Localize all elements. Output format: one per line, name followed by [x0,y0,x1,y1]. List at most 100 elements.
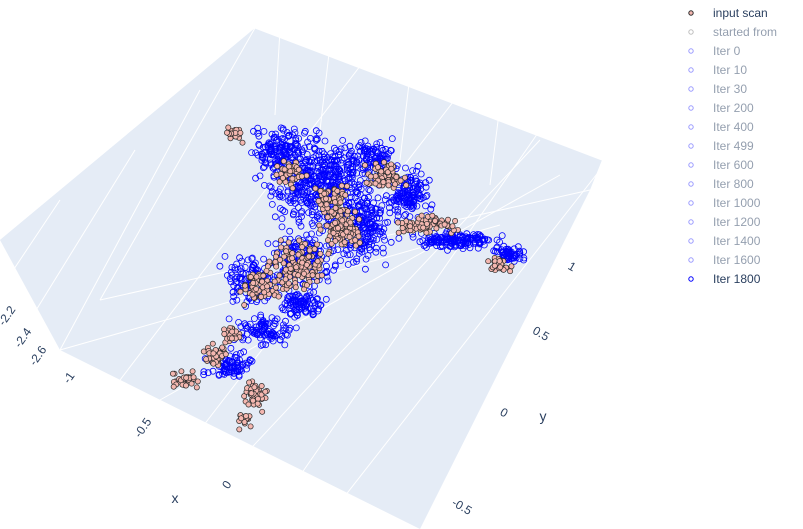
iter-1800-point [402,210,410,218]
iter-1800-point [376,139,384,146]
iter-1800-point [493,236,501,244]
legend-marker-icon [688,29,694,35]
iter-1800-point [341,144,349,152]
iter-1800-point [331,157,338,165]
iter-1800-point [337,257,344,265]
legend-item[interactable]: Iter 800 [684,175,803,194]
grid-line [329,169,601,516]
iter-1800-point [267,331,275,339]
input-scan-point [276,272,283,279]
iter-1800-point [379,244,387,252]
input-scan-point [321,190,328,197]
legend-item[interactable]: Iter 1800 [684,270,803,289]
iter-1800-point [262,320,270,328]
iter-1800-point [451,243,459,251]
iter-1800-point [366,187,374,195]
legend-item[interactable]: Iter 1000 [684,194,803,213]
input-scan-point [380,179,387,186]
input-scan-point [299,244,306,250]
iter-1800-point [414,162,422,170]
input-scan-point [246,379,253,386]
iter-1800-point [462,242,470,250]
iter-1800-point [350,180,358,188]
iter-1800-point [267,159,275,167]
iter-1800-point [376,155,384,163]
legend-item[interactable]: Iter 1400 [684,232,803,251]
iter-1800-point [276,191,284,199]
iter-1800-point [303,155,311,163]
input-scan-point [332,205,339,211]
iter-1800-point [267,183,275,191]
input-scan-point [441,221,448,228]
iter-1800-point [427,205,435,213]
input-scan-point [194,378,201,385]
iter-1800-point [241,263,249,271]
input-scan-point [385,182,392,189]
iter-1800-point [292,243,300,251]
input-scan-point [347,219,354,226]
iter-1800-point [233,284,241,292]
iter-1800-point [382,145,390,153]
iter-1800-point [476,231,483,239]
input-scan-point [279,175,286,181]
iter-1800-point [516,249,524,257]
iter-1800-point [400,192,408,199]
iter-1800-point [372,248,380,256]
input-scan-point [303,261,310,268]
input-scan-point [423,220,430,227]
input-scan-point [378,168,385,175]
legend-item[interactable]: Iter 0 [684,42,803,61]
input-scan-point [452,218,459,224]
input-scan-point [311,246,318,252]
iter-1800-point [477,232,485,240]
input-scan-point [271,278,278,285]
input-scan-point [315,198,322,204]
iter-1800-point [301,188,309,196]
legend-item[interactable]: Iter 1600 [684,251,803,270]
iter-1800-point [378,202,386,210]
legend-item[interactable]: started from [684,23,803,42]
iter-1800-point [370,227,377,235]
legend-item[interactable]: Iter 10 [684,61,803,80]
legend-item[interactable]: input scan [684,4,803,23]
iter-1800-point [296,299,304,307]
iter-1800-point [422,183,430,191]
input-scan-point [330,230,337,236]
iter-1800-point [295,215,303,223]
input-scan-point [303,282,310,289]
input-scan-point [225,124,232,131]
legend-label: Iter 800 [713,177,754,191]
input-scan-point [401,174,408,181]
input-scan-point [325,237,331,244]
legend-label: Iter 200 [713,101,754,115]
iter-1800-point [229,297,237,305]
legend-item[interactable]: Iter 499 [684,137,803,156]
input-scan-point [496,258,503,265]
scatter3d-plot[interactable]: -1 -0.5 0 x -0.5 0 0.5 1 y -2.6 -2.4 -2.… [0,0,680,529]
input-scan-point [189,368,196,375]
legend-item[interactable]: Iter 30 [684,80,803,99]
iter-1800-point [372,205,379,213]
legend-item[interactable]: Iter 200 [684,99,803,118]
input-scan-point [445,216,451,223]
input-scan-point [261,289,268,296]
iter-1800-point [334,246,342,254]
legend-item[interactable]: Iter 400 [684,118,803,137]
input-scan-point [203,356,210,363]
legend-item[interactable]: Iter 600 [684,156,803,175]
iter-1800-point [411,184,419,191]
iter-1800-point [246,356,254,364]
iter-1800-point [252,149,260,157]
input-scan-point [273,263,280,270]
iter-1800-point [239,362,246,369]
iter-1800-point [466,244,474,252]
legend-label: Iter 600 [713,158,754,172]
iter-1800-point [347,198,355,206]
iter-1800-point [295,135,303,142]
input-scan-point [344,208,351,215]
legend-marker-icon [688,200,694,206]
iter-1800-point [337,159,345,167]
legend-item[interactable]: Iter 1200 [684,213,803,232]
iter-1800-point [268,130,276,138]
input-scan-points [169,124,515,433]
